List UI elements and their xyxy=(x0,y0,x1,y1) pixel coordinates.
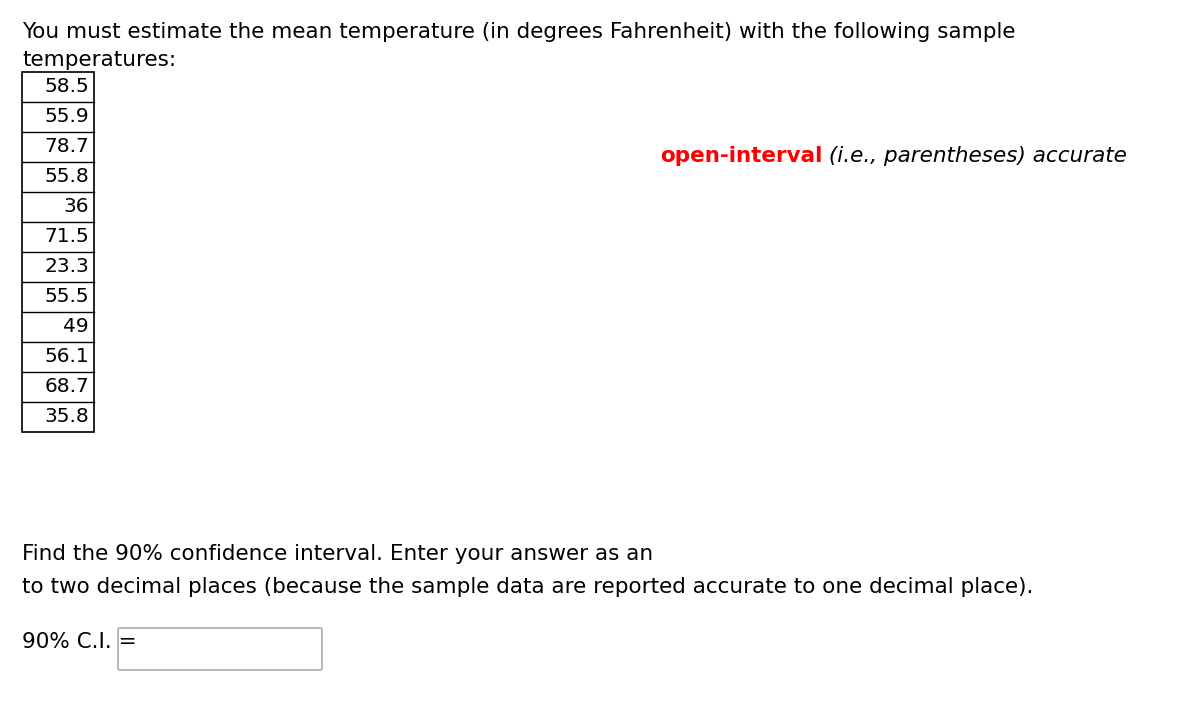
Text: 58.5: 58.5 xyxy=(44,77,89,97)
Text: 71.5: 71.5 xyxy=(44,227,89,246)
Text: You must estimate the mean temperature (in degrees Fahrenheit) with the followin: You must estimate the mean temperature (… xyxy=(22,22,1015,42)
Text: to two decimal places (because the sample data are reported accurate to one deci: to two decimal places (because the sampl… xyxy=(22,577,1033,597)
Text: 90% C.I. =: 90% C.I. = xyxy=(22,632,137,652)
Text: 49: 49 xyxy=(64,318,89,336)
Text: (i.e., parentheses) accurate: (i.e., parentheses) accurate xyxy=(822,146,1127,166)
Text: 36: 36 xyxy=(64,198,89,217)
Text: 68.7: 68.7 xyxy=(44,378,89,396)
Text: 35.8: 35.8 xyxy=(44,407,89,427)
Text: 78.7: 78.7 xyxy=(44,137,89,157)
Text: 55.9: 55.9 xyxy=(44,108,89,126)
Text: open-interval: open-interval xyxy=(660,146,822,166)
Text: 55.5: 55.5 xyxy=(44,287,89,307)
FancyBboxPatch shape xyxy=(118,628,322,670)
Text: 56.1: 56.1 xyxy=(44,347,89,367)
Text: 23.3: 23.3 xyxy=(44,258,89,277)
Text: 55.8: 55.8 xyxy=(44,168,89,186)
Text: temperatures:: temperatures: xyxy=(22,50,176,70)
Bar xyxy=(22,72,94,432)
Text: Find the 90% confidence interval. Enter your answer as an: Find the 90% confidence interval. Enter … xyxy=(22,544,660,564)
